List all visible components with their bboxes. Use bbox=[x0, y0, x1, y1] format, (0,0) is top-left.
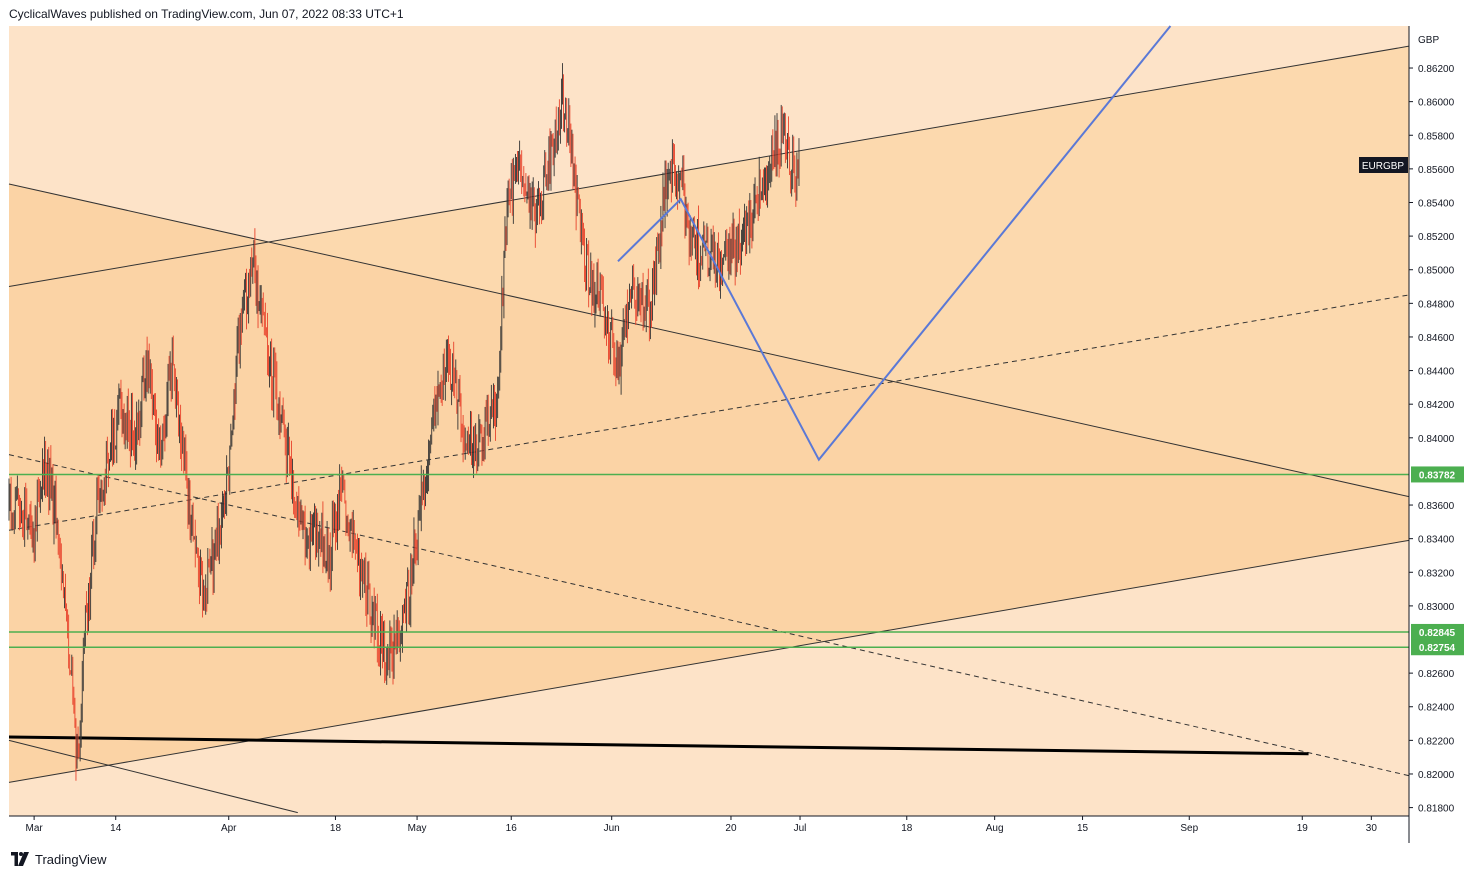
price-axis-area bbox=[1409, 26, 1478, 816]
trendline-3 bbox=[8, 539, 1410, 783]
price-badge-1 bbox=[1411, 466, 1464, 483]
support-lines bbox=[9, 473, 1409, 648]
y-tick-label: 0.83200 bbox=[1418, 568, 1455, 579]
y-tick-label: 0.83400 bbox=[1418, 535, 1455, 546]
y-tick-label: 0.84800 bbox=[1418, 299, 1455, 310]
x-tick-label: 15 bbox=[1077, 823, 1089, 834]
x-tick-label: 30 bbox=[1366, 823, 1378, 834]
trendline-1 bbox=[8, 45, 1410, 288]
symbol-badge-label: EURGBP bbox=[1362, 161, 1405, 172]
y-tick-label: 0.86200 bbox=[1418, 64, 1455, 75]
y-tick-label: 0.85800 bbox=[1418, 131, 1455, 142]
y-tick-label: 0.86000 bbox=[1418, 98, 1455, 109]
price-badge-2 bbox=[1411, 623, 1464, 640]
x-tick-label: Mar bbox=[25, 823, 43, 834]
forecast-path bbox=[617, 25, 1172, 462]
x-tick-label: Apr bbox=[221, 823, 237, 834]
trendlines bbox=[8, 45, 1410, 814]
price-badge-3 bbox=[1411, 639, 1464, 656]
y-tick-label: 0.85000 bbox=[1418, 266, 1455, 277]
price-badges: 0.83782 0.82845 0.82754 EURGBP bbox=[1359, 157, 1464, 656]
price-badge-label: 0.82845 bbox=[1419, 628, 1456, 639]
publish-attribution: CyclicalWaves published on TradingView.c… bbox=[9, 7, 404, 21]
y-tick-label: 0.84600 bbox=[1418, 333, 1455, 344]
plot-background bbox=[9, 26, 1409, 816]
x-tick-label: 18 bbox=[901, 823, 913, 834]
y-tick-label: 0.85200 bbox=[1418, 232, 1455, 243]
price-badge-label: 0.82754 bbox=[1419, 643, 1456, 654]
footer-brand: TradingView bbox=[9, 850, 107, 868]
x-tick-label: 20 bbox=[725, 823, 737, 834]
x-tick-label: May bbox=[408, 823, 427, 834]
tradingview-logo-icon bbox=[11, 852, 29, 866]
x-tick-label: 19 bbox=[1297, 823, 1309, 834]
x-tick-label: 18 bbox=[330, 823, 342, 834]
currency-label: GBP bbox=[1418, 35, 1439, 46]
x-tick-label: Aug bbox=[986, 823, 1004, 834]
x-tick-label: 16 bbox=[506, 823, 518, 834]
wedge-fill bbox=[9, 184, 1409, 783]
y-tick-label: 0.82400 bbox=[1418, 703, 1455, 714]
x-tick-label: Sep bbox=[1180, 823, 1198, 834]
x-tick-label: Jun bbox=[604, 823, 620, 834]
y-tick-label: 0.84400 bbox=[1418, 367, 1455, 378]
time-axis-area bbox=[9, 816, 1478, 843]
trendline-7 bbox=[8, 735, 1309, 756]
y-tick-label: 0.81800 bbox=[1418, 804, 1455, 815]
y-tick-label: 0.82000 bbox=[1418, 770, 1455, 781]
x-tick-label: 14 bbox=[110, 823, 122, 834]
y-tick-label: 0.84200 bbox=[1418, 400, 1455, 411]
trendline-4 bbox=[8, 739, 298, 814]
candlesticks bbox=[8, 63, 800, 781]
y-tick-label: 0.85400 bbox=[1418, 198, 1455, 209]
footer-brand-text: TradingView bbox=[35, 851, 107, 867]
y-tick-label: 0.84000 bbox=[1418, 434, 1455, 445]
y-tick-label: 0.83600 bbox=[1418, 501, 1455, 512]
y-tick-label: 0.83000 bbox=[1418, 602, 1455, 613]
symbol-badge bbox=[1359, 157, 1408, 173]
trendline-2 bbox=[8, 183, 1410, 498]
y-tick-label: 0.82200 bbox=[1418, 736, 1455, 747]
y-tick-label: 0.82600 bbox=[1418, 669, 1455, 680]
axes: GBP0.862000.860000.858000.856000.854000.… bbox=[9, 26, 1478, 843]
x-tick-label: Jul bbox=[794, 823, 807, 834]
forecast-polyline bbox=[617, 25, 1172, 462]
price-badge-label: 0.83782 bbox=[1419, 470, 1456, 481]
trendline-5 bbox=[8, 294, 1410, 531]
y-tick-label: 0.85600 bbox=[1418, 165, 1455, 176]
